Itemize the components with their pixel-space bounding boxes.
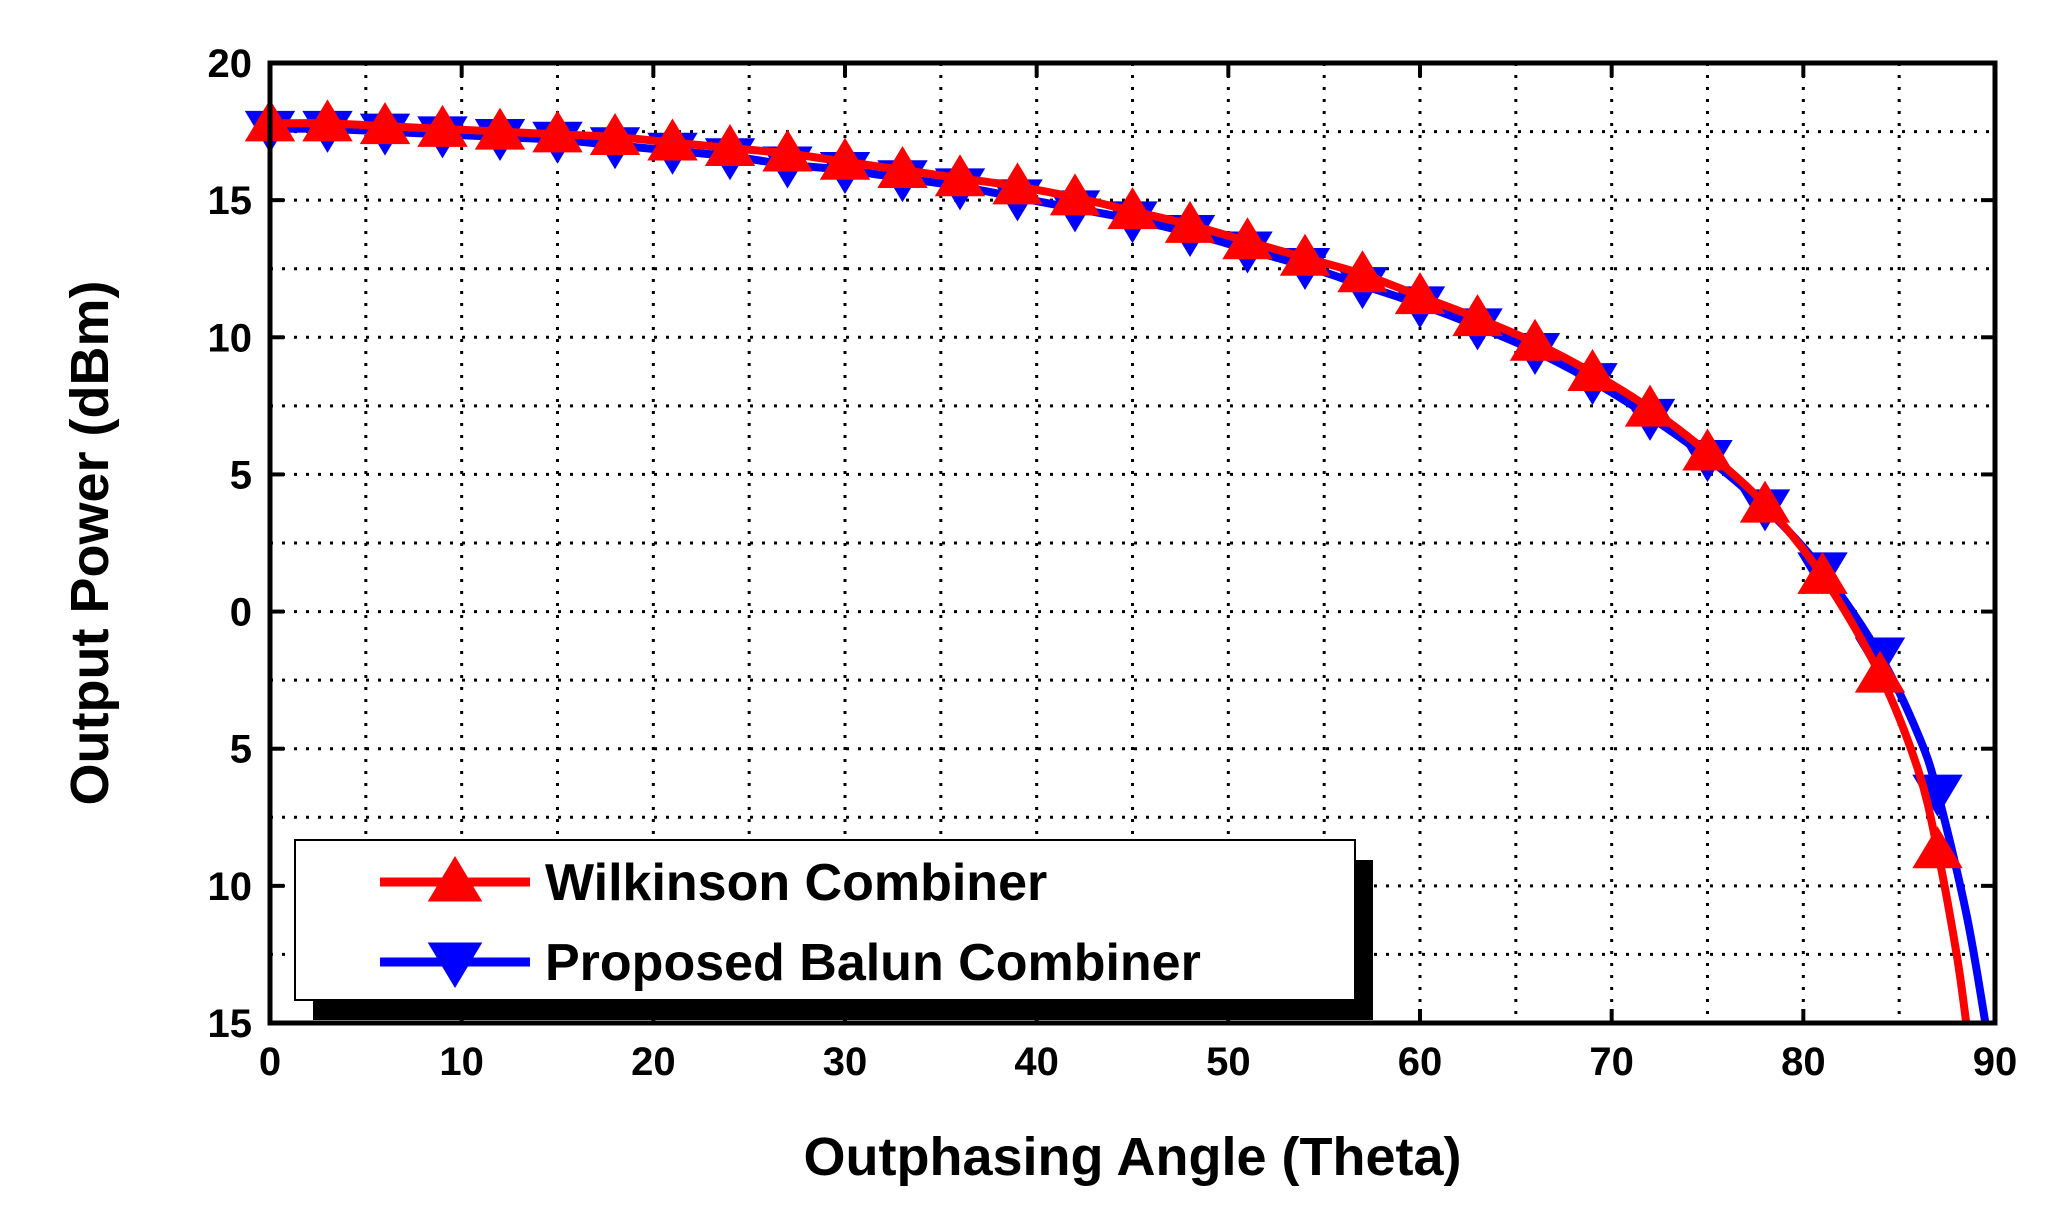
data-point xyxy=(647,118,698,161)
data-point xyxy=(1107,187,1158,230)
x-tick-label: 90 xyxy=(1973,1040,2018,1084)
data-point xyxy=(1222,217,1273,260)
data-point xyxy=(1624,384,1676,427)
y-tick-label: 5 xyxy=(230,453,252,497)
data-point xyxy=(1279,233,1331,276)
data-point xyxy=(1452,294,1503,337)
data-point xyxy=(1912,826,1963,869)
x-tick-label: 30 xyxy=(823,1040,868,1084)
legend-marker-balun xyxy=(427,942,483,988)
data-point xyxy=(1682,428,1733,471)
legend-marker-wilkinson xyxy=(427,856,483,902)
legend-entry-wilkinson: Wilkinson Combiner xyxy=(380,854,1047,912)
data-point xyxy=(417,104,468,147)
legend-label-balun: Proposed Balun Combiner xyxy=(545,934,1201,992)
y-axis-title: Output Power (dBm) xyxy=(60,281,120,806)
data-point xyxy=(762,129,813,172)
x-tick-label: 50 xyxy=(1206,1040,1251,1084)
data-point xyxy=(1739,480,1791,523)
data-point xyxy=(1854,650,1906,693)
y-tick-label: 5 xyxy=(230,728,252,772)
data-point xyxy=(1797,551,1848,594)
data-point xyxy=(1509,318,1561,361)
plot-frame xyxy=(267,60,1998,1026)
data-point xyxy=(474,107,526,150)
data-point xyxy=(934,154,986,197)
y-tick-label: 15 xyxy=(208,1002,253,1046)
y-tick-label: 10 xyxy=(208,316,253,360)
x-tick-label: 40 xyxy=(1014,1040,1059,1084)
data-point xyxy=(1394,272,1446,315)
data-point xyxy=(992,162,1043,205)
data-point xyxy=(1164,200,1216,243)
data-point xyxy=(302,99,353,142)
y-tick-label: 10 xyxy=(208,865,253,909)
data-point xyxy=(877,145,928,188)
data-point xyxy=(589,113,641,156)
data-point xyxy=(704,124,756,167)
y-tick-label: 0 xyxy=(230,591,252,635)
x-tick-label: 20 xyxy=(631,1040,676,1084)
x-tick-label: 10 xyxy=(439,1040,484,1084)
x-axis-title: Outphasing Angle (Theta) xyxy=(804,1127,1462,1187)
y-tick-label: 15 xyxy=(208,179,253,223)
data-point xyxy=(1337,250,1388,293)
legend: Wilkinson Combiner Proposed Balun Combin… xyxy=(294,839,1373,1020)
x-tick-label: 60 xyxy=(1398,1040,1443,1084)
legend-entry-balun: Proposed Balun Combiner xyxy=(380,934,1201,992)
data-point xyxy=(819,137,871,180)
legend-label-wilkinson: Wilkinson Combiner xyxy=(545,854,1047,912)
x-tick-label: 0 xyxy=(259,1040,281,1084)
data-point xyxy=(1567,348,1618,391)
legend-box xyxy=(294,839,1356,1001)
y-tick-label: 20 xyxy=(208,42,253,86)
x-tick-label: 80 xyxy=(1781,1040,1826,1084)
data-point xyxy=(359,102,411,145)
data-point xyxy=(532,110,583,153)
x-tick-label: 70 xyxy=(1589,1040,1634,1084)
data-point xyxy=(1049,173,1101,216)
